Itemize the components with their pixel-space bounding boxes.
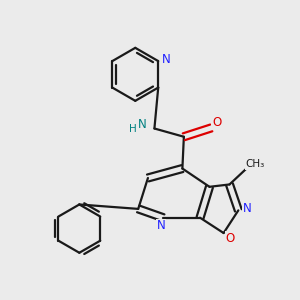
Text: N: N (162, 53, 171, 66)
Text: N: N (243, 202, 251, 215)
Text: O: O (226, 232, 235, 245)
Text: O: O (212, 116, 221, 129)
Text: N: N (138, 118, 147, 131)
Text: H: H (129, 124, 137, 134)
Text: CH₃: CH₃ (245, 159, 265, 169)
Text: N: N (157, 220, 165, 232)
